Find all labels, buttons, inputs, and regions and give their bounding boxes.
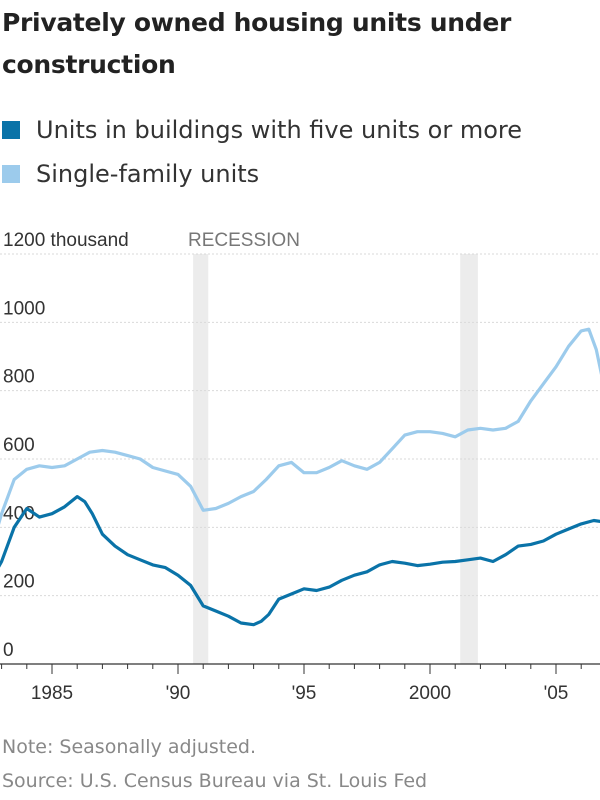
- x-tick-label-2005: '05: [544, 683, 569, 700]
- series-lines: [0, 327, 600, 627]
- x-tick-label-1985: 1985: [31, 683, 73, 700]
- x-tick-label-1990: '90: [166, 683, 191, 700]
- y-tick-label-1000: 1000: [3, 298, 45, 319]
- y-tick-label-800: 800: [3, 367, 35, 388]
- legend-label-single-family: Single-family units: [36, 160, 260, 188]
- y-tick-label-1200: 1200 thousand: [3, 230, 129, 251]
- chart-source: Source: U.S. Census Bureau via St. Louis…: [2, 770, 428, 792]
- recession-label: RECESSION: [188, 230, 300, 251]
- series-line-single-family: [0, 327, 600, 525]
- x-tick-label-2000: 2000: [409, 683, 451, 700]
- legend-item-multifamily: Units in buildings with five units or mo…: [2, 108, 522, 152]
- chart-title: Privately owned housing units under cons…: [2, 8, 512, 79]
- x-tick-label-1995: '95: [292, 683, 317, 700]
- y-tick-label-0: 0: [3, 640, 14, 661]
- y-tick-label-600: 600: [3, 435, 35, 456]
- legend-item-single-family: Single-family units: [2, 152, 522, 196]
- legend-label-multifamily: Units in buildings with five units or mo…: [36, 116, 522, 144]
- series-line-multifamily: [0, 495, 600, 627]
- legend-swatch-single-family: [2, 165, 20, 183]
- legend-swatch-multifamily: [2, 121, 20, 139]
- chart-note: Note: Seasonally adjusted.: [2, 736, 257, 758]
- legend: Units in buildings with five units or mo…: [2, 108, 522, 196]
- y-tick-label-200: 200: [3, 572, 35, 593]
